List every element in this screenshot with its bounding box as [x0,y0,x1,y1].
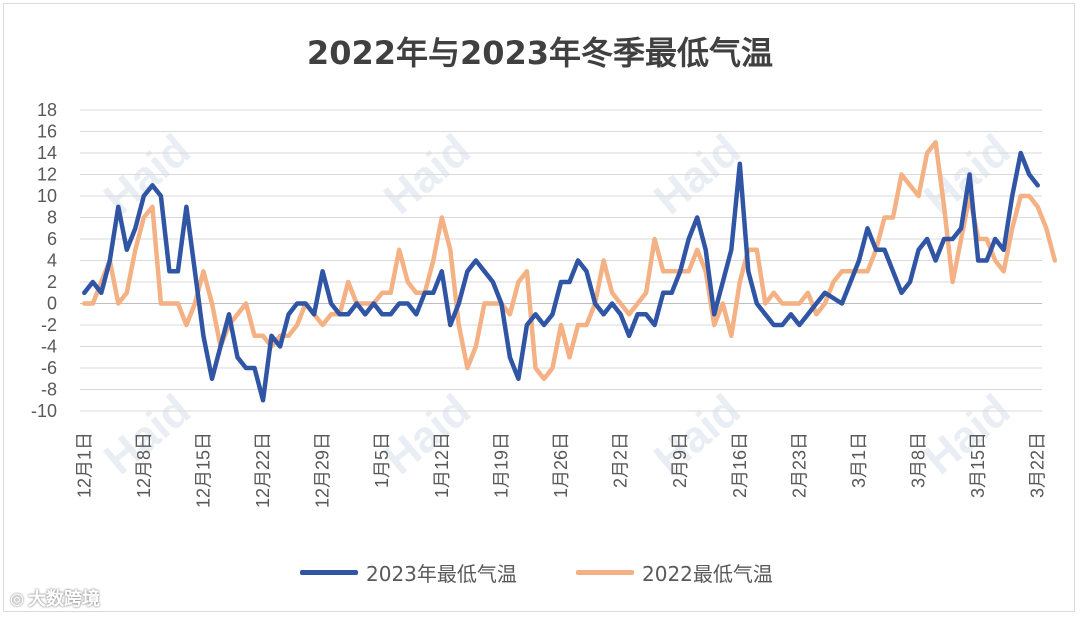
x-tick-label: 1月12日 [432,432,452,498]
x-tick-label: 3月8日 [909,432,929,488]
x-tick-label: 12月29日 [313,432,333,508]
series-line-2022 [82,140,1058,382]
legend-label-2022: 2022最低气温 [642,562,773,586]
y-tick-label: -10 [31,401,57,421]
y-tick-label: 4 [47,251,57,271]
x-tick-label: 12月15日 [193,432,213,508]
legend-item-2022: 2022最低气温 [576,558,773,587]
chart-title: 2022年与2023年冬季最低气温 [306,34,774,72]
y-tick-label: -8 [41,380,57,400]
x-tick-label: 2月23日 [789,432,809,498]
x-tick-label: 12月8日 [134,432,154,498]
y-tick-label: 12 [37,165,57,185]
x-tick-label: 3月22日 [1028,432,1048,498]
legend-swatch-2023 [300,570,358,575]
y-tick-label: 10 [37,186,57,206]
x-tick-label: 12月22日 [253,432,273,508]
site-logo-icon: ◎ [10,588,24,608]
x-tick-label: 1月5日 [372,432,392,488]
x-tick-label: 3月1日 [849,432,869,488]
site-watermark: ◎ 大数跨境 [10,585,100,611]
chart-frame [3,3,1075,612]
y-tick-label: -4 [41,337,57,357]
y-tick-label: 2 [47,272,57,292]
legend-swatch-2022 [576,570,634,575]
gridlines [80,109,1042,412]
x-axis-ticks: 12月1日 12月8日 12月15日 12月22日 12月29日 1月5日 1月12日 1月1… [74,432,1047,508]
y-tick-label: 6 [47,229,57,249]
y-tick-label: -2 [41,315,57,335]
y-tick-label: 8 [47,208,57,228]
series-lines [82,140,1058,403]
y-tick-label: 18 [37,100,57,120]
legend-item-2023: 2023年最低气温 [300,558,517,587]
x-tick-label: 2月2日 [611,432,631,488]
x-tick-label: 12月1日 [74,432,94,498]
x-tick-label: 2月9日 [670,432,690,488]
series-line-2023 [82,150,1040,403]
y-tick-label: 16 [37,122,57,142]
x-tick-label: 1月26日 [551,432,571,498]
site-watermark-label: 大数跨境 [27,589,100,610]
y-tick-label: 14 [37,143,57,163]
legend-label-2023: 2023年最低气温 [366,562,517,586]
y-tick-label: -6 [41,358,57,378]
y-tick-label: 0 [47,294,57,314]
x-tick-label: 1月19日 [491,432,511,498]
x-tick-label: 3月15日 [968,432,988,498]
x-tick-label: 2月16日 [730,432,750,498]
